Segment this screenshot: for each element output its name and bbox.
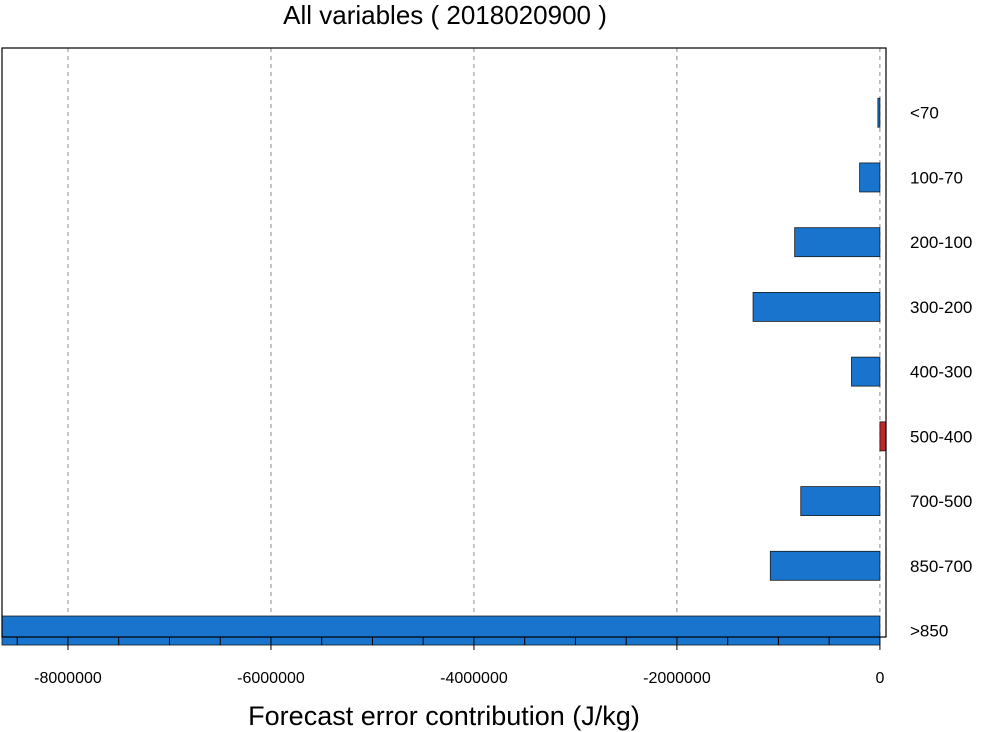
category-labels: <70 100-70 200-100 300-200 400-300 500-400 700… [910, 104, 972, 641]
x-axis-ticks [16, 637, 881, 650]
x-tick-label: -6000000 [237, 670, 305, 687]
x-axis-label: Forecast error contribution (J/kg) [248, 701, 640, 731]
category-label: >850 [910, 622, 948, 641]
bar [879, 421, 887, 452]
x-tick-label: -2000000 [643, 670, 711, 687]
category-label: 850-700 [910, 557, 972, 576]
bar [851, 356, 881, 387]
x-tick-label: 0 [875, 670, 884, 687]
category-label: 100-70 [910, 168, 963, 187]
category-label: <70 [910, 104, 939, 123]
category-label: 300-200 [910, 298, 972, 317]
bar [794, 227, 881, 258]
category-label: 200-100 [910, 233, 972, 252]
bar [800, 486, 881, 516]
bar [877, 97, 881, 128]
bars [1, 97, 887, 646]
x-axis-tick-labels: -8000000 -6000000 -4000000 -2000000 0 [34, 670, 884, 687]
chart-title: All variables ( 2018020900 ) [283, 0, 607, 30]
category-label: 500-400 [910, 427, 972, 446]
bar [1, 615, 881, 646]
bar [752, 292, 881, 322]
category-label: 400-300 [910, 363, 972, 382]
category-label: 700-500 [910, 492, 972, 511]
plot-frame [1, 47, 887, 638]
bar [769, 550, 881, 581]
bar [859, 162, 881, 193]
grid-lines [67, 48, 881, 637]
x-tick-label: -8000000 [34, 670, 102, 687]
x-tick-label: -4000000 [440, 670, 508, 687]
